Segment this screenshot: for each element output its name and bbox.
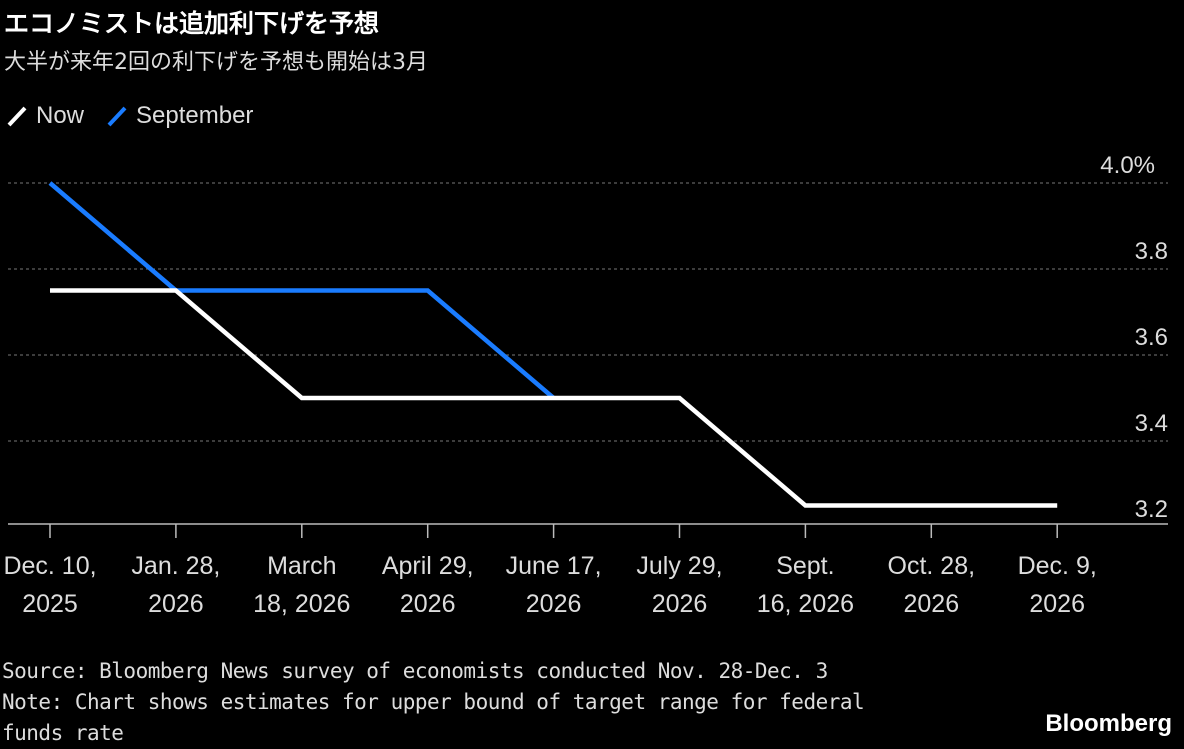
y-tick-label: 3.2 bbox=[1135, 496, 1168, 523]
x-tick-label: March bbox=[267, 552, 336, 580]
x-tick-label: Sept. bbox=[776, 552, 834, 580]
x-tick-label: Jan. 28, bbox=[131, 552, 220, 580]
x-tick-label: 2025 bbox=[22, 590, 78, 618]
x-tick-label: April 29, bbox=[382, 552, 474, 580]
x-tick-label: 2026 bbox=[1029, 590, 1085, 618]
footer-notes: Source: Bloomberg News survey of economi… bbox=[2, 656, 864, 749]
x-tick-label: Dec. 10, bbox=[3, 552, 96, 580]
x-tick-label: 16, 2026 bbox=[757, 590, 854, 618]
bloomberg-logo: Bloomberg bbox=[1045, 710, 1172, 738]
y-tick-label: 3.4 bbox=[1135, 410, 1168, 437]
x-tick-label: 2026 bbox=[903, 590, 959, 618]
chart-note: Note: Chart shows estimates for upper bo… bbox=[2, 687, 864, 718]
x-tick-label: 18, 2026 bbox=[253, 590, 350, 618]
y-tick-label: 3.8 bbox=[1135, 238, 1168, 265]
y-tick-label: 3.6 bbox=[1135, 324, 1168, 351]
x-tick-label: Oct. 28, bbox=[888, 552, 976, 580]
x-tick-label: 2026 bbox=[652, 590, 708, 618]
x-tick-label: June 17, bbox=[506, 552, 602, 580]
x-tick-label: 2026 bbox=[526, 590, 582, 618]
source-note: Source: Bloomberg News survey of economi… bbox=[2, 656, 864, 687]
x-tick-label: Dec. 9, bbox=[1018, 552, 1097, 580]
x-tick-label: July 29, bbox=[636, 552, 722, 580]
chart-note-cont: funds rate bbox=[2, 718, 864, 749]
x-tick-label: 2026 bbox=[400, 590, 456, 618]
x-tick-label: 2026 bbox=[148, 590, 204, 618]
y-tick-label: 4.0% bbox=[1100, 152, 1155, 179]
